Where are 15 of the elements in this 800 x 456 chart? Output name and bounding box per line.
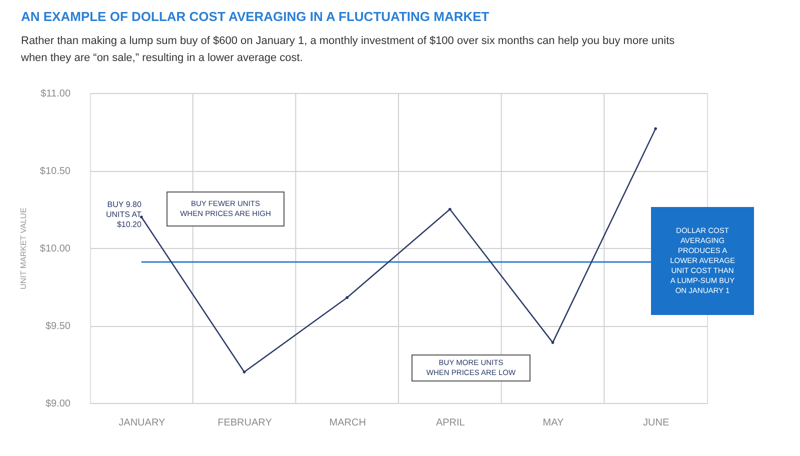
x-tick-label: JANUARY <box>118 418 166 428</box>
y-tick-label: $10.00 <box>40 244 71 254</box>
y-tick-label: $11.00 <box>40 88 71 100</box>
chart-subtitle: Rather than making a lump sum buy of $600 on January 1, a monthly investment of $100 over six months can help you buy more units when they are “on sale,” resulting in a lower average cost. <box>20 35 676 64</box>
x-tick-label: FEBRUARY <box>218 418 272 428</box>
y-tick-label: $10.50 <box>40 166 71 177</box>
x-tick-label: JUNE <box>643 418 670 428</box>
y-axis-title: UNIT MARKET VALUE <box>18 208 28 290</box>
x-tick-label: MAY <box>542 418 564 428</box>
x-tick-label: MARCH <box>329 418 366 428</box>
chart-title: AN EXAMPLE OF DOLLAR COST AVERAGING IN A FLUCTUATING MARKET <box>21 9 490 24</box>
y-tick-label: $9.00 <box>45 398 71 410</box>
y-tick-label: $9.50 <box>45 321 71 332</box>
annotation: BUY 9.80 UNITS AT $10.20 <box>106 200 142 229</box>
x-tick-label: APRIL <box>436 418 466 428</box>
